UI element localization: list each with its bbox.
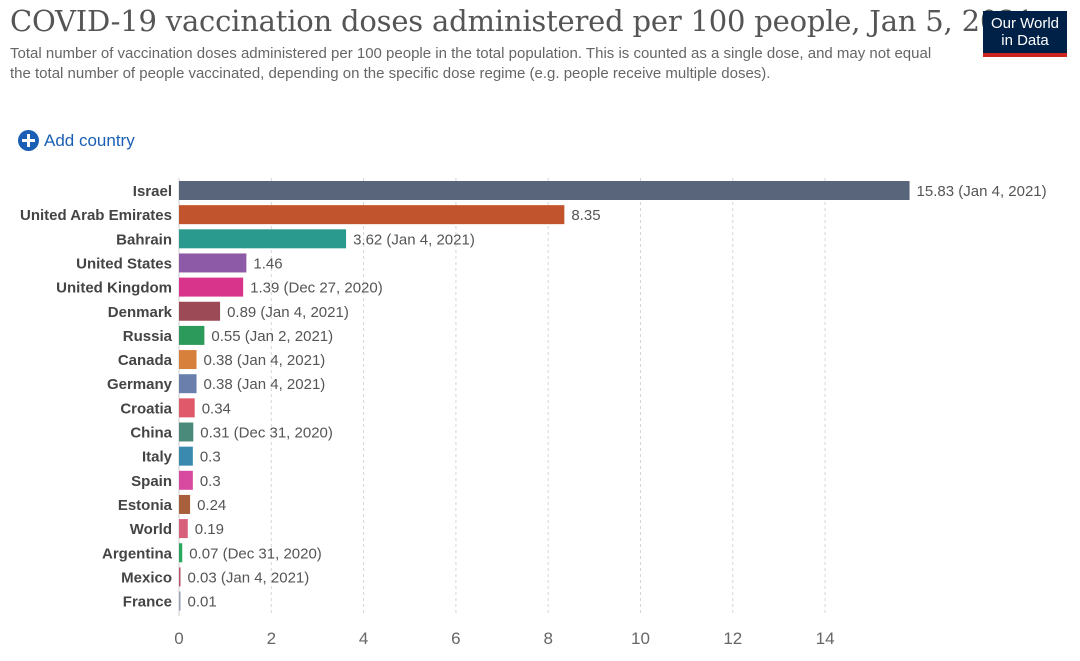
bar[interactable] [179, 446, 193, 466]
bar[interactable] [179, 543, 183, 563]
category-label: United States [76, 255, 172, 272]
bar[interactable] [179, 325, 205, 345]
bar[interactable] [179, 277, 244, 297]
value-label: 1.46 [253, 255, 282, 272]
category-label: Russia [123, 328, 173, 345]
value-label: 0.31 (Dec 31, 2020) [200, 425, 333, 442]
chart-subtitle: Total number of vaccination doses admini… [10, 45, 932, 82]
value-label: 0.07 (Dec 31, 2020) [189, 545, 322, 562]
category-label: Germany [107, 376, 173, 393]
x-tick-label: 4 [359, 629, 368, 648]
add-country-button[interactable]: Add country [18, 130, 135, 151]
category-label: Canada [118, 352, 173, 369]
category-label: Mexico [121, 569, 172, 586]
bar[interactable] [179, 253, 247, 273]
value-label: 0.01 [188, 594, 217, 611]
category-label: Israel [133, 183, 172, 200]
value-label: 0.3 [200, 473, 221, 490]
x-tick-label: 10 [631, 629, 650, 648]
owid-logo[interactable]: Our World in Data [983, 11, 1067, 57]
category-label: Argentina [102, 545, 173, 562]
value-label: 0.03 (Jan 4, 2021) [188, 569, 310, 586]
value-label: 0.55 (Jan 2, 2021) [211, 328, 333, 345]
x-tick-label: 8 [543, 629, 552, 648]
category-label: Bahrain [116, 231, 172, 248]
bar[interactable] [179, 422, 194, 442]
category-label: United Arab Emirates [20, 207, 172, 224]
logo-line-2: in Data [1001, 32, 1049, 49]
logo-line-1: Our World [990, 15, 1060, 32]
value-label: 3.62 (Jan 4, 2021) [353, 231, 475, 248]
chart-title: COVID-19 vaccination doses administered … [10, 4, 1035, 38]
bar[interactable] [179, 398, 195, 418]
bar[interactable] [179, 374, 197, 394]
bar[interactable] [179, 591, 181, 611]
category-label: Denmark [108, 304, 173, 321]
plus-circle-icon [18, 130, 39, 151]
value-label: 8.35 [571, 207, 600, 224]
x-tick-label: 6 [451, 629, 460, 648]
category-label: France [123, 594, 172, 611]
bar[interactable] [179, 567, 181, 587]
add-country-label: Add country [44, 130, 135, 150]
value-label: 15.83 (Jan 4, 2021) [917, 183, 1047, 200]
category-label: United Kingdom [56, 280, 172, 297]
bar[interactable] [179, 350, 197, 370]
value-label: 0.89 (Jan 4, 2021) [227, 304, 349, 321]
category-label: Estonia [118, 497, 173, 514]
x-tick-label: 12 [723, 629, 742, 648]
bar[interactable] [179, 205, 565, 225]
bar[interactable] [179, 519, 188, 539]
category-label: World [130, 521, 172, 538]
bar[interactable] [179, 494, 191, 514]
value-label: 0.24 [197, 497, 226, 514]
bar[interactable] [179, 470, 193, 490]
value-label: 1.39 (Dec 27, 2020) [250, 280, 383, 297]
value-label: 0.38 (Jan 4, 2021) [204, 352, 326, 369]
category-label: China [130, 425, 172, 442]
x-tick-label: 14 [816, 629, 835, 648]
value-label: 0.3 [200, 449, 221, 466]
category-label: Croatia [120, 400, 172, 417]
category-label: Italy [142, 449, 173, 466]
x-tick-label: 0 [174, 629, 183, 648]
value-label: 0.34 [202, 400, 231, 417]
category-label: Spain [131, 473, 172, 490]
bar[interactable] [179, 181, 910, 200]
value-label: 0.19 [195, 521, 224, 538]
bar[interactable] [179, 301, 221, 321]
bar[interactable] [179, 229, 347, 249]
value-label: 0.38 (Jan 4, 2021) [204, 376, 326, 393]
x-tick-label: 2 [267, 629, 276, 648]
